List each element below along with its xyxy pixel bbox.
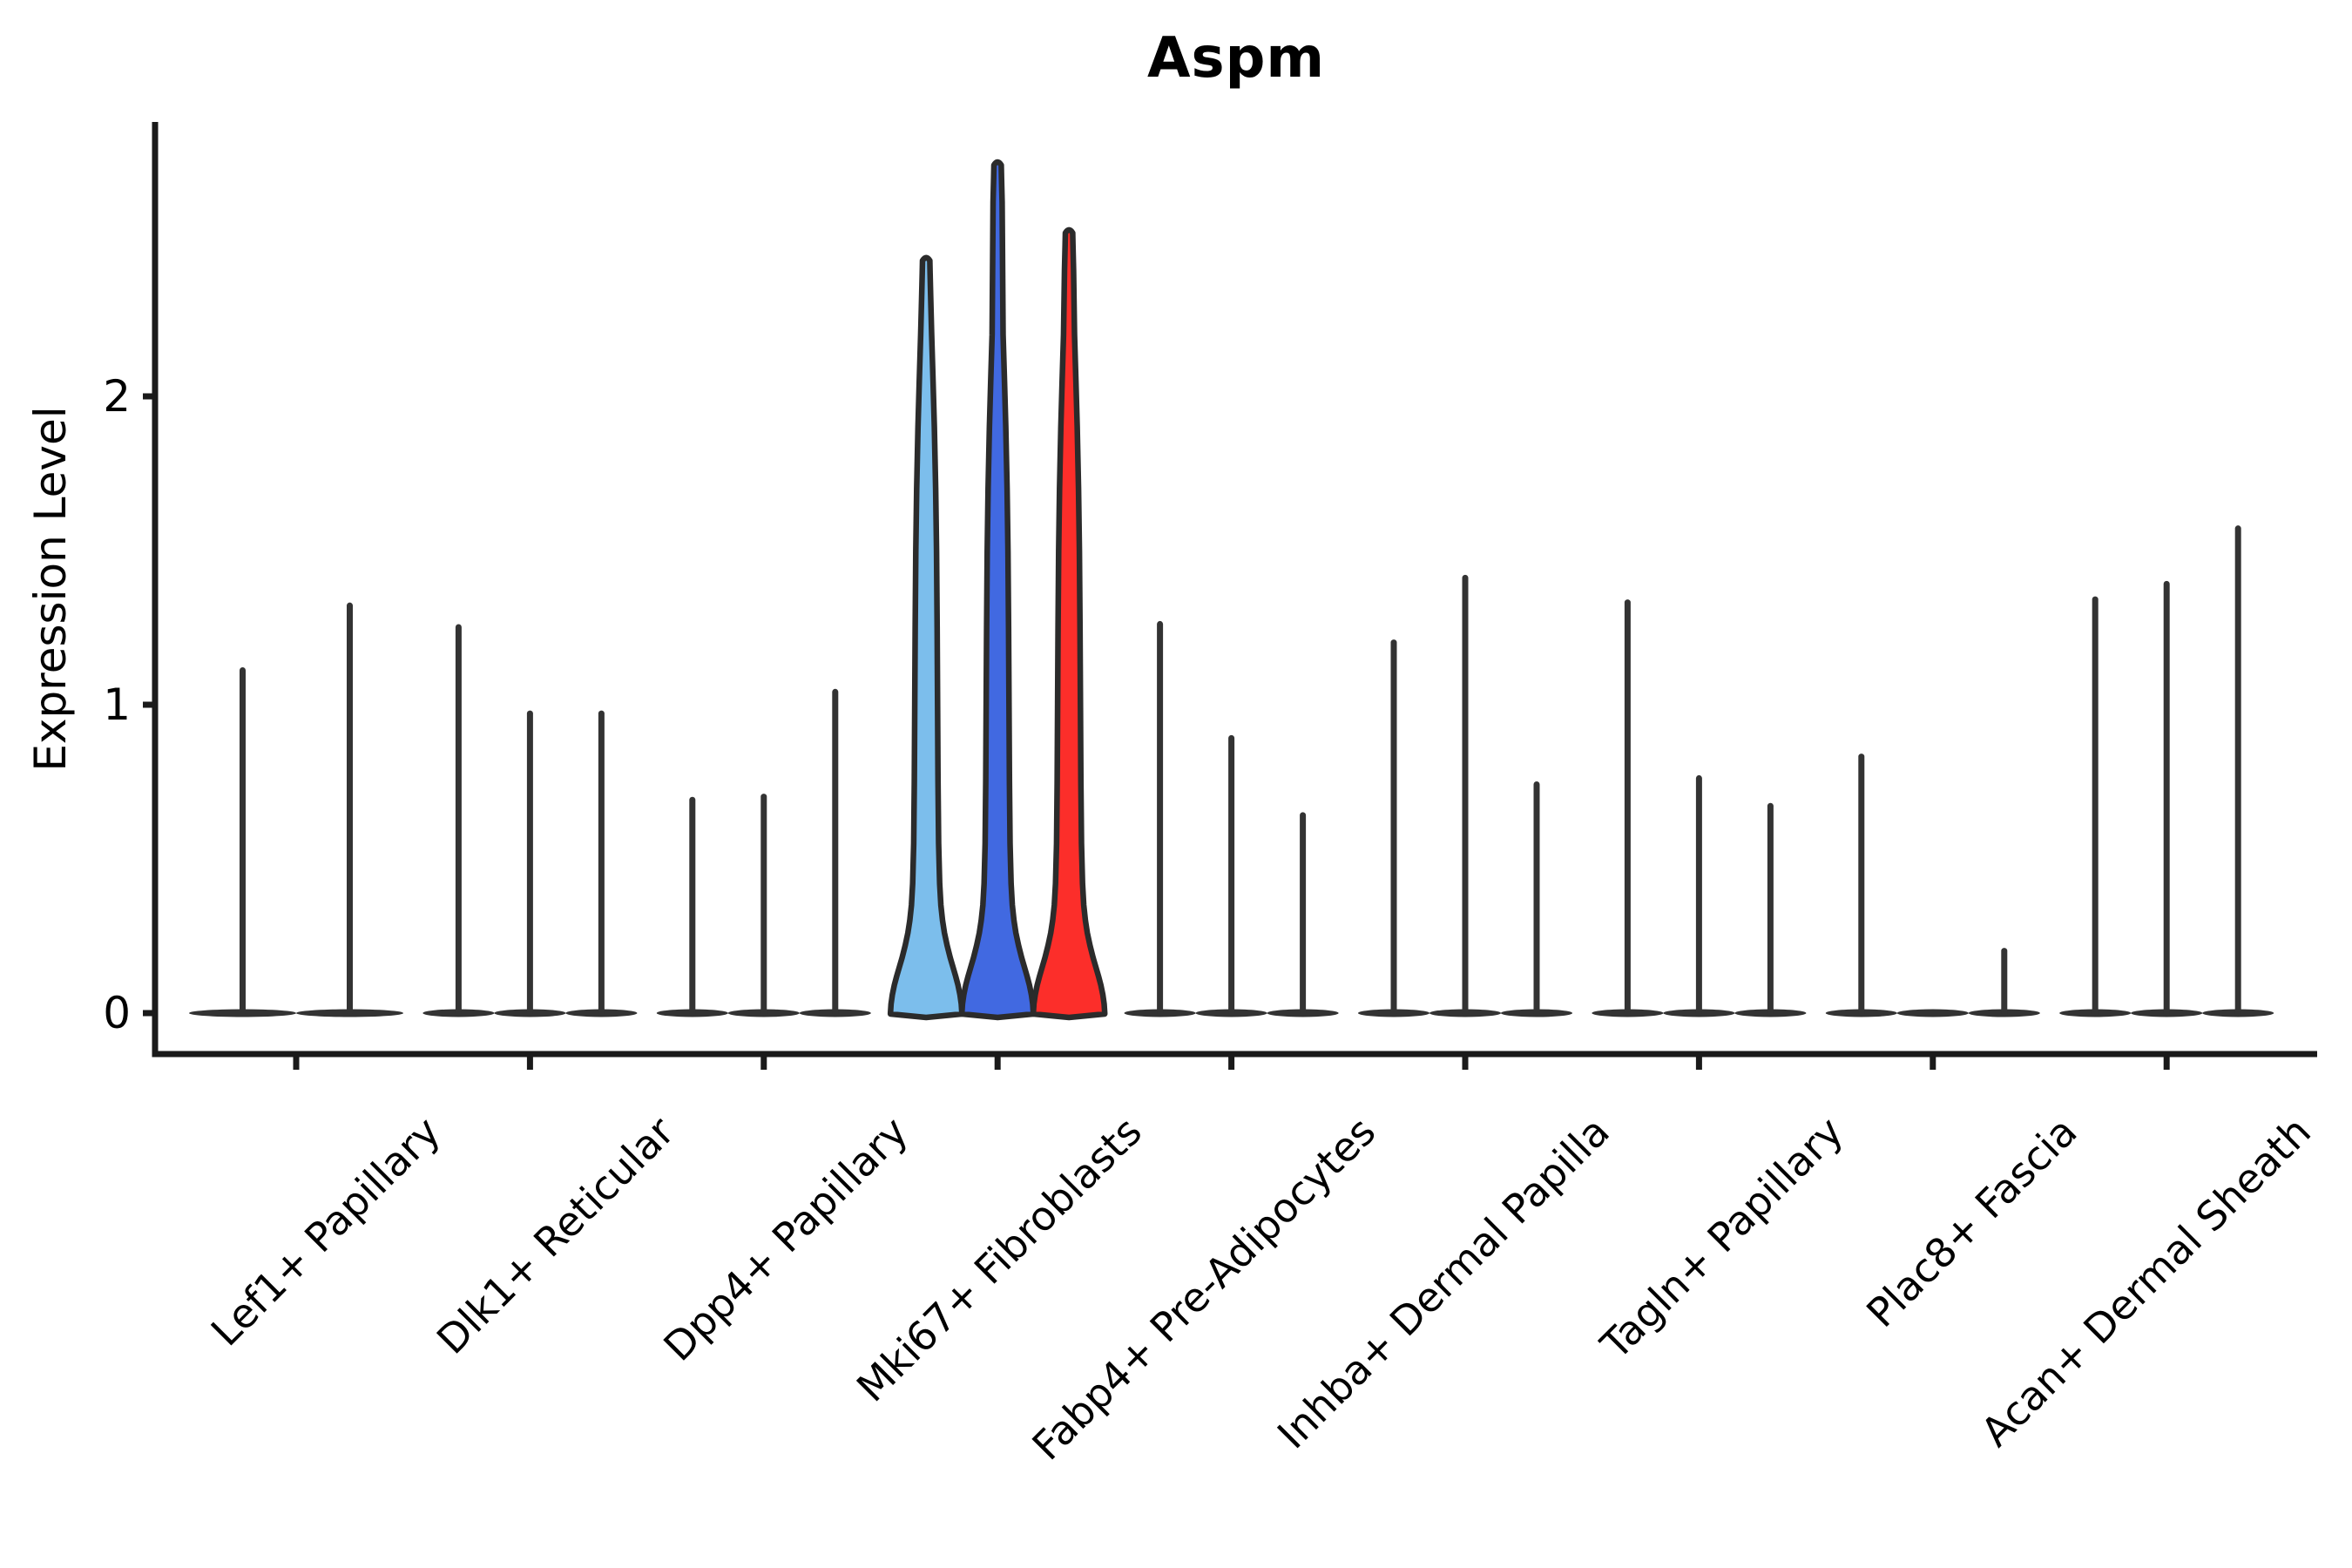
violin-filled xyxy=(887,254,965,1021)
y-axis-title: Expression Level xyxy=(25,406,76,772)
x-axis-label: Lef1+ Papillary xyxy=(202,1108,449,1355)
violin-baseline xyxy=(1896,1009,1969,1017)
violin-filled xyxy=(1030,226,1108,1021)
x-axis-label: Tagln+ Papillary xyxy=(1592,1108,1853,1369)
y-tick-label: 1 xyxy=(103,679,131,730)
chart-title: Aspm xyxy=(1146,26,1326,91)
x-axis-label: Dlk1+ Reticular xyxy=(428,1108,683,1363)
x-axis-label: Plac8+ Fascia xyxy=(1857,1108,2085,1336)
y-tick-label: 0 xyxy=(103,988,131,1038)
y-tick-label: 2 xyxy=(103,371,131,422)
violin-filled xyxy=(958,159,1037,1021)
x-axis-label: Dpp4+ Papillary xyxy=(654,1108,916,1370)
